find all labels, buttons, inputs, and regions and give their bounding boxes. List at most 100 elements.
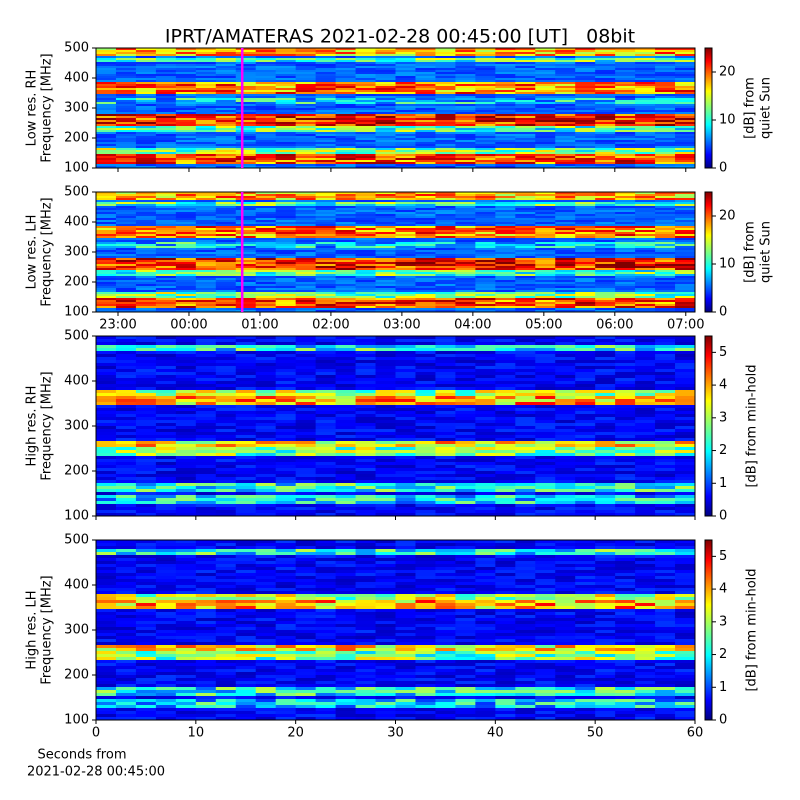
spectrogram-texture	[435, 56, 456, 59]
spectrogram-texture	[135, 58, 157, 61]
spectrogram-texture	[675, 256, 696, 259]
spectrogram-texture	[235, 118, 257, 121]
spectrogram-texture	[495, 372, 516, 376]
spectrogram-texture	[235, 102, 257, 105]
spectrogram-texture	[635, 260, 656, 263]
spectrogram-texture	[115, 74, 137, 77]
spectrogram-texture	[175, 202, 197, 205]
spectrogram-texture	[515, 438, 536, 442]
spectrogram-texture	[355, 226, 377, 229]
spectrogram-texture	[435, 411, 456, 415]
spectrogram-texture	[395, 246, 416, 249]
spectrogram-texture	[335, 240, 357, 243]
spectrogram-texture	[96, 266, 117, 269]
spectrogram-texture	[335, 138, 357, 141]
spectrogram-texture	[495, 357, 516, 361]
spectrogram-texture	[295, 162, 317, 165]
spectrogram-texture	[495, 429, 516, 433]
spectrogram-texture	[275, 64, 297, 67]
spectrogram-texture	[395, 254, 416, 257]
spectrogram-texture	[535, 194, 556, 197]
spectrogram-texture	[135, 62, 157, 65]
spectrogram-texture	[275, 232, 297, 235]
spectrogram-texture	[415, 280, 436, 283]
spectrogram-texture	[515, 164, 536, 167]
spectrogram-texture	[655, 414, 676, 418]
spectrogram-texture	[255, 360, 277, 364]
spectrogram-texture	[475, 411, 496, 415]
spectrogram-texture	[96, 66, 117, 69]
spectrogram-texture	[675, 78, 696, 81]
spectrogram-texture	[355, 74, 377, 77]
spectrogram-texture	[375, 128, 396, 131]
spectrogram-texture	[255, 348, 277, 352]
spectrogram-texture	[475, 128, 496, 131]
spectrogram-texture	[175, 248, 197, 251]
spectrogram-texture	[435, 236, 456, 239]
spectrogram-texture	[535, 381, 556, 385]
spectrogram-texture	[595, 342, 616, 346]
spectrogram-texture	[335, 208, 357, 211]
spectrogram-texture	[155, 62, 177, 65]
spectrogram-texture	[96, 164, 117, 167]
spectrogram-texture	[455, 74, 476, 77]
spectrogram-texture	[255, 94, 277, 97]
spectrogram-texture	[675, 114, 696, 117]
spectrogram-texture	[96, 456, 117, 460]
spectrogram-texture	[335, 420, 357, 424]
spectrogram-texture	[275, 84, 297, 87]
spectrogram-texture	[295, 250, 317, 253]
spectrogram-texture	[315, 286, 337, 289]
spectrogram-texture	[575, 206, 596, 209]
spectrogram-texture	[355, 60, 377, 63]
spectrogram-texture	[155, 102, 177, 105]
spectrogram-texture	[615, 465, 636, 469]
spectrogram-texture	[255, 66, 277, 69]
y-tick-label: 200	[64, 131, 89, 146]
spectrogram-texture	[335, 450, 357, 454]
spectrogram-texture	[335, 405, 357, 409]
spectrogram-texture	[215, 70, 237, 73]
spectrogram-texture	[215, 212, 237, 215]
spectrogram-texture	[115, 88, 137, 91]
spectrogram-texture	[335, 216, 357, 219]
spectrogram-texture	[535, 236, 556, 239]
spectrogram-texture	[315, 246, 337, 249]
spectrogram-texture	[655, 256, 676, 259]
spectrogram-texture	[575, 276, 596, 279]
spectrogram-texture	[255, 232, 277, 235]
spectrogram-texture	[155, 106, 177, 109]
spectrogram-texture	[355, 202, 377, 205]
spectrogram-texture	[295, 136, 317, 139]
spectrogram-texture	[135, 387, 157, 391]
spectrogram-texture	[675, 154, 696, 157]
spectrogram-texture	[515, 411, 536, 415]
spectrogram-texture	[96, 56, 117, 59]
spectrogram-texture	[355, 270, 377, 273]
spectrogram-texture	[115, 310, 137, 313]
spectrogram-texture	[235, 272, 257, 275]
spectrogram-texture	[96, 252, 117, 255]
spectrogram-texture	[555, 405, 576, 409]
spectrogram-texture	[575, 114, 596, 117]
spectrogram-texture	[335, 166, 357, 169]
spectrogram-texture	[195, 417, 217, 421]
spectrogram-texture	[495, 70, 516, 73]
spectrogram-texture	[335, 429, 357, 433]
spectrogram-texture	[475, 336, 496, 340]
spectrogram-texture	[135, 348, 157, 352]
spectrogram-texture	[635, 258, 656, 261]
spectrogram-texture	[235, 196, 257, 199]
spectrogram-texture	[175, 450, 197, 454]
spectrogram-texture	[435, 104, 456, 107]
spectrogram-texture	[215, 402, 237, 406]
spectrogram-texture	[375, 274, 396, 277]
spectrogram-texture	[675, 274, 696, 277]
spectrogram-texture	[355, 70, 377, 73]
spectrogram-texture	[255, 96, 277, 99]
spectrogram-texture	[675, 396, 696, 400]
spectrogram-texture	[435, 357, 456, 361]
spectrogram-texture	[235, 62, 257, 65]
spectrogram-texture	[115, 296, 137, 299]
spectrogram-texture	[435, 420, 456, 424]
